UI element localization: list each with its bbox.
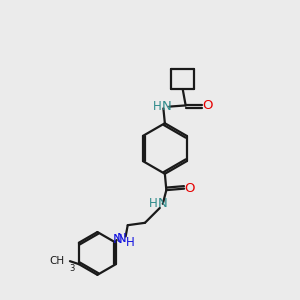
Text: CH: CH bbox=[50, 256, 64, 266]
Text: N: N bbox=[158, 197, 168, 210]
Text: 3: 3 bbox=[69, 263, 75, 272]
Text: O: O bbox=[202, 99, 213, 112]
Text: H: H bbox=[149, 197, 158, 210]
Text: H: H bbox=[126, 236, 134, 249]
Text: N: N bbox=[116, 232, 126, 245]
Text: N: N bbox=[161, 100, 171, 113]
Text: H: H bbox=[152, 100, 161, 113]
Text: O: O bbox=[184, 182, 195, 195]
Text: N: N bbox=[113, 233, 123, 246]
